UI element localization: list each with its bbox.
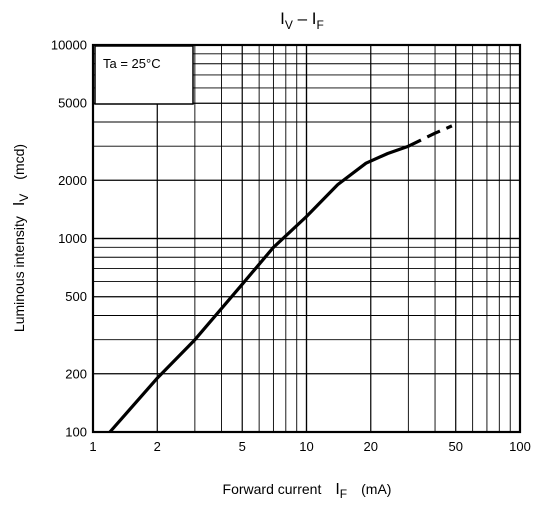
chart-title: IV – IF bbox=[280, 9, 324, 32]
y-tick-label: 10000 bbox=[51, 38, 87, 53]
y-tick-label: 500 bbox=[65, 289, 87, 304]
y-tick-label: 100 bbox=[65, 425, 87, 440]
tick-labels: 1 2 5 10 20 50 100 100 200 500 1000 2000 5000 10000 bbox=[51, 38, 531, 455]
x-tick-label: 10 bbox=[299, 439, 313, 454]
y-tick-label: 200 bbox=[65, 366, 87, 381]
x-axis-label-subscript: F bbox=[340, 487, 347, 501]
title-separator: – bbox=[293, 9, 312, 28]
plot-frame bbox=[91, 43, 522, 434]
x-axis-label-prefix: Forward current bbox=[223, 481, 322, 497]
x-tick-label: 20 bbox=[364, 439, 378, 454]
y-tick-label: 5000 bbox=[58, 96, 87, 111]
series-line bbox=[108, 144, 409, 434]
x-axis-label: Forward current IF (mA) bbox=[223, 481, 392, 501]
title-iv-subscript: V bbox=[285, 18, 293, 32]
y-tick-label: 1000 bbox=[58, 231, 87, 246]
series bbox=[108, 124, 453, 434]
y-axis-label: Luminous intensity IV (mcd) bbox=[11, 144, 31, 332]
title-if-subscript: F bbox=[317, 18, 324, 32]
annotation-box bbox=[94, 45, 194, 105]
y-axis-label-symbol: I bbox=[11, 202, 28, 206]
annotation-text: Ta = 25°C bbox=[103, 56, 161, 71]
x-tick-label: 2 bbox=[154, 439, 161, 454]
x-tick-label: 5 bbox=[239, 439, 246, 454]
x-axis-label-symbol: I bbox=[335, 481, 339, 498]
y-tick-label: 2000 bbox=[58, 173, 87, 188]
x-tick-label: 100 bbox=[509, 439, 531, 454]
y-axis-label-unit: (mcd) bbox=[11, 144, 27, 180]
title-iv-symbol: I bbox=[280, 9, 285, 28]
grid bbox=[93, 45, 520, 432]
x-axis-label-unit: (mA) bbox=[361, 481, 391, 497]
x-tick-label: 50 bbox=[448, 439, 462, 454]
y-axis-label-subscript: V bbox=[17, 194, 31, 202]
y-axis-label-prefix: Luminous intensity bbox=[11, 216, 27, 332]
title-if-symbol: I bbox=[312, 9, 317, 28]
series-line-dashed bbox=[407, 124, 453, 148]
x-tick-label: 1 bbox=[89, 439, 96, 454]
